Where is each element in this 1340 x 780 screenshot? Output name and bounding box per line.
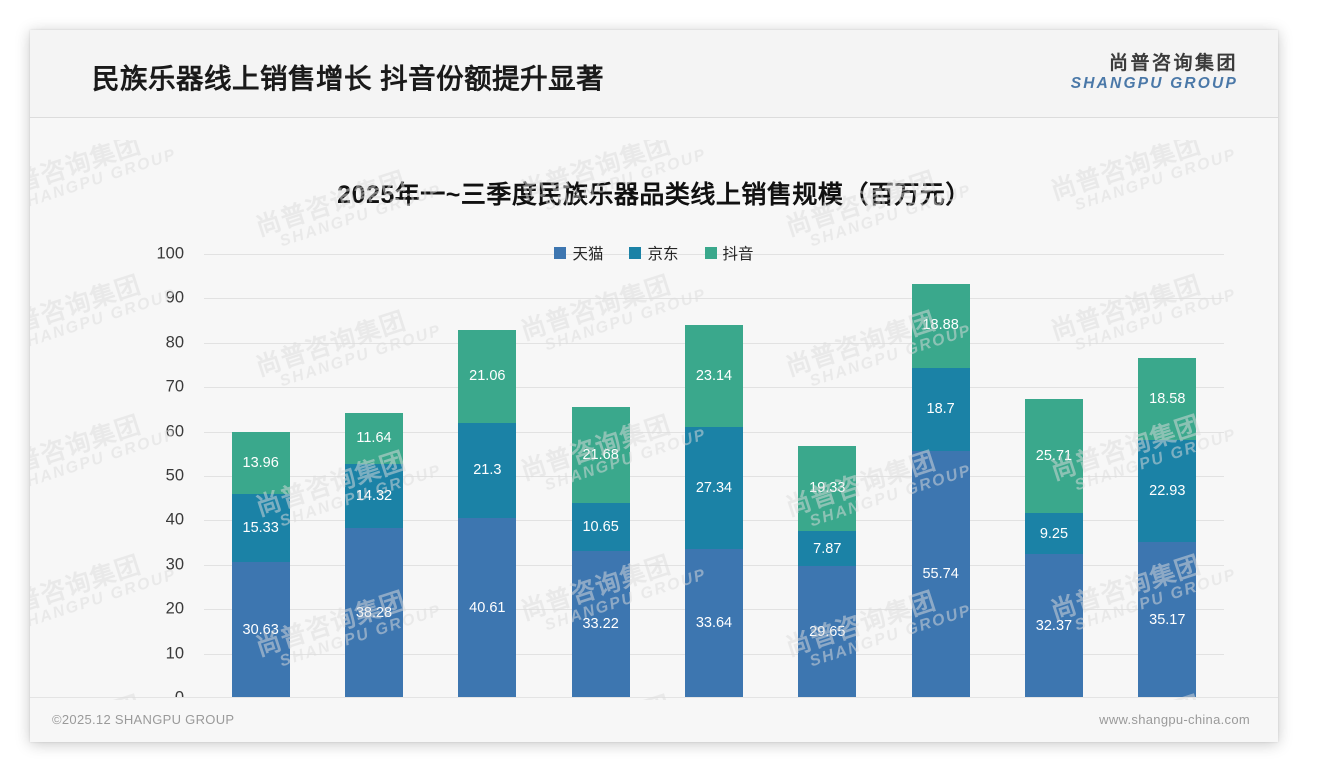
y-axis-tick-label: 40 (165, 510, 184, 529)
bar-value-label: 33.64 (695, 615, 733, 632)
bar-segment-京东[interactable]: 15.33 (231, 493, 290, 563)
bar-segment-抖音[interactable]: 21.06 (458, 329, 517, 424)
legend-item-京东[interactable]: 京东 (629, 242, 679, 264)
bar-segment-天猫[interactable]: 29.65 (798, 566, 857, 698)
bar-segment-抖音[interactable]: 21.68 (571, 406, 630, 504)
bar-value-label: 29.65 (809, 623, 846, 640)
bar-group-M9[interactable]: 35.17 22.93 18.58 (1138, 357, 1197, 698)
bar-value-label: 11.64 (356, 430, 392, 447)
bar-value-label: 23.14 (695, 367, 733, 384)
bar-value-label: 30.63 (242, 621, 279, 638)
bar-segment-抖音[interactable]: 25.71 (1024, 399, 1083, 514)
y-axis-tick-label: 100 (156, 244, 184, 263)
bar-value-label: 27.34 (695, 479, 733, 496)
bar-value-label: 22.93 (1149, 482, 1186, 499)
legend-swatch-icon (554, 247, 567, 259)
bar-segment-抖音[interactable]: 18.88 (911, 283, 970, 368)
bar-value-label: 35.17 (1149, 611, 1186, 628)
bar-value-label: 10.65 (582, 518, 619, 535)
bar-value-label: 38.28 (355, 604, 393, 621)
bar-segment-京东[interactable]: 14.32 (344, 464, 403, 529)
slide-footer: ©2025.12 SHANGPU GROUP www.shangpu-china… (30, 697, 1278, 742)
chart-plot-area: 0102030405060708090100 30.6315.3313.9638… (156, 245, 1224, 707)
bar-segment-天猫[interactable]: 30.63 (231, 562, 290, 698)
bar-value-label: 21.06 (469, 368, 506, 385)
slide-header: 民族乐器线上销售增长 抖音份额提升显著 尚普咨询集团 SHANGPU GROUP (30, 30, 1278, 118)
bar-segment-抖音[interactable]: 11.64 (344, 412, 403, 465)
bar-segment-抖音[interactable]: 23.14 (684, 324, 743, 428)
bar-segment-京东[interactable]: 10.65 (571, 503, 630, 551)
bar-segment-天猫[interactable]: 35.17 (1138, 541, 1197, 698)
bar-group-M3[interactable]: 40.61 21.3 21.06 (458, 329, 517, 698)
gridline (204, 298, 1224, 300)
bar-value-label: 13.96 (242, 454, 279, 471)
bar-segment-天猫[interactable]: 33.22 (571, 550, 630, 698)
bar-segment-抖音[interactable]: 13.96 (231, 431, 290, 494)
y-axis-tick-label: 30 (165, 555, 184, 574)
bar-value-label: 18.88 (922, 317, 959, 334)
bar-value-label: 32.37 (1035, 617, 1073, 634)
bar-segment-抖音[interactable]: 18.58 (1138, 357, 1197, 441)
bar-value-label: 18.58 (1149, 390, 1186, 407)
brand-logo-en: SHANGPU GROUP (1070, 74, 1238, 92)
bar-value-label: 25.71 (1035, 447, 1073, 464)
bar-value-label: 21.68 (582, 446, 619, 463)
legend-item-label: 抖音 (722, 246, 754, 263)
y-axis-tick-label: 10 (165, 644, 184, 663)
bar-value-label: 18.7 (926, 400, 955, 417)
bar-segment-天猫[interactable]: 32.37 (1024, 554, 1083, 698)
legend-item-抖音[interactable]: 抖音 (704, 242, 754, 264)
slide-canvas: 尚普咨询集团 SHANGPU GROUP 尚普咨询集团 SHANGPU GROUP 尚普… (30, 30, 1278, 742)
bar-value-label: 15.33 (242, 519, 279, 536)
bar-value-label: 9.25 (1039, 525, 1069, 542)
chart-title: 2025年一~三季度民族乐器品类线上销售规模（百万元） (337, 181, 971, 209)
bar-value-label: 19.33 (809, 480, 846, 497)
legend-item-label: 天猫 (572, 246, 604, 263)
bar-group-M2[interactable]: 38.28 14.32 11.64 (344, 412, 403, 698)
bar-value-label: 21.3 (473, 462, 502, 479)
bar-value-label: 14.32 (355, 488, 393, 504)
bar-group-M6[interactable]: 29.65 7.87 19.33 (798, 445, 857, 698)
page-title: 民族乐器线上销售增长 抖音份额提升显著 (92, 63, 605, 94)
y-axis-tick-label: 90 (165, 288, 184, 307)
y-axis-tick-label: 20 (165, 599, 184, 618)
footer-website: www.shangpu-china.com (1099, 712, 1250, 727)
y-axis-tick-label: 50 (165, 466, 184, 485)
bar-segment-抖音[interactable]: 19.33 (798, 445, 857, 532)
bar-segment-京东[interactable]: 7.87 (798, 531, 857, 567)
bar-segment-京东[interactable]: 18.7 (911, 367, 970, 451)
footer-copyright: ©2025.12 SHANGPU GROUP (52, 712, 235, 727)
bar-group-M5[interactable]: 33.64 27.34 23.14 (684, 324, 743, 698)
y-axis-tick-label: 60 (165, 422, 184, 441)
bar-segment-京东[interactable]: 22.93 (1138, 440, 1197, 542)
bar-segment-天猫[interactable]: 33.64 (684, 548, 743, 698)
bar-group-M1[interactable]: 30.63 15.33 13.96 (231, 431, 290, 698)
legend-item-天猫[interactable]: 天猫 (554, 242, 603, 264)
bar-segment-京东[interactable]: 9.25 (1024, 513, 1083, 555)
bar-segment-天猫[interactable]: 55.74 (911, 450, 970, 698)
bar-value-label: 33.22 (582, 616, 619, 632)
legend-swatch-icon (704, 247, 717, 259)
bar-segment-天猫[interactable]: 38.28 (344, 528, 403, 698)
bar-value-label: 55.74 (922, 566, 959, 582)
brand-logo-cn: 尚普咨询集团 (1108, 53, 1238, 74)
bar-value-label: 7.87 (813, 540, 842, 557)
y-axis-tick-label: 70 (165, 377, 184, 396)
bar-segment-天猫[interactable]: 40.61 (458, 517, 517, 698)
bar-value-label: 40.61 (469, 599, 506, 616)
legend-item-label: 京东 (647, 246, 679, 263)
y-axis-tick-label: 80 (165, 333, 184, 352)
bar-segment-京东[interactable]: 21.3 (458, 423, 517, 518)
legend-swatch-icon (629, 247, 642, 259)
brand-logo: 尚普咨询集团 SHANGPU GROUP (1070, 53, 1238, 92)
chart-bars: 30.63 15.33 13.96 38.28 14.32 11.64 40.61 21.3 2… (204, 254, 1224, 698)
chart-legend: 天猫 京东 抖音 (30, 242, 1278, 264)
bar-group-M4[interactable]: 33.22 10.65 21.68 (571, 406, 630, 698)
bar-group-M8[interactable]: 32.37 9.25 25.71 (1024, 399, 1083, 698)
bar-group-M7[interactable]: 55.74 18.7 18.88 (911, 283, 970, 698)
bar-segment-京东[interactable]: 27.34 (684, 427, 743, 549)
